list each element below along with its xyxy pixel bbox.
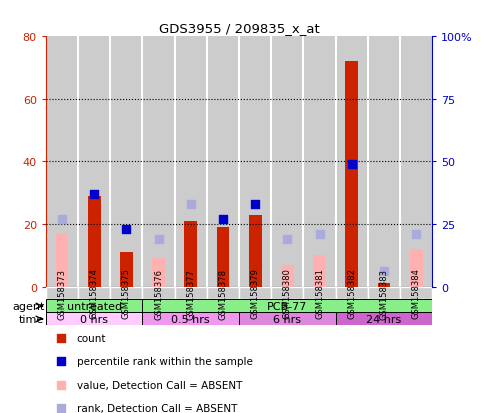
Text: 0.5 hrs: 0.5 hrs (171, 314, 210, 324)
Bar (281, 265, 294, 287)
Text: 6 hrs: 6 hrs (273, 314, 301, 324)
Bar (249, 215, 262, 287)
Text: GSM158375: GSM158375 (122, 268, 131, 319)
Bar (142, 37, 175, 287)
Bar (239, 313, 336, 326)
Text: GSM158374: GSM158374 (90, 268, 99, 319)
Bar (78, 287, 110, 300)
Point (58, 216, 66, 223)
Bar (175, 287, 207, 300)
Text: GSM158384: GSM158384 (412, 268, 421, 319)
Text: value, Detection Call = ABSENT: value, Detection Call = ABSENT (77, 380, 242, 390)
Point (348, 161, 355, 168)
Bar (142, 287, 175, 300)
Text: GSM158377: GSM158377 (186, 268, 195, 319)
Title: GDS3955 / 209835_x_at: GDS3955 / 209835_x_at (159, 21, 319, 35)
Text: GSM158378: GSM158378 (218, 268, 227, 319)
Bar (46, 313, 142, 326)
Bar (400, 287, 432, 300)
Bar (313, 256, 326, 287)
Bar (110, 37, 142, 287)
Text: count: count (77, 333, 106, 343)
Text: 0 hrs: 0 hrs (80, 314, 108, 324)
Bar (216, 228, 229, 287)
Text: 24 hrs: 24 hrs (367, 314, 401, 324)
Point (376, 145, 384, 151)
Text: rank, Detection Call = ABSENT: rank, Detection Call = ABSENT (77, 403, 237, 413)
Bar (336, 313, 432, 326)
Point (123, 226, 130, 233)
Bar (207, 37, 239, 287)
Text: agent: agent (12, 301, 44, 311)
Point (155, 236, 162, 243)
Text: GSM158373: GSM158373 (57, 268, 67, 319)
Point (412, 231, 420, 238)
Bar (345, 62, 358, 287)
Bar (336, 37, 368, 287)
Point (90, 191, 98, 198)
Bar (239, 287, 271, 300)
Bar (207, 287, 239, 300)
Bar (46, 37, 78, 287)
Bar (271, 287, 303, 300)
Bar (378, 284, 390, 287)
Point (219, 216, 227, 223)
Bar (239, 37, 271, 287)
Text: GSM158379: GSM158379 (251, 268, 260, 319)
Bar (110, 287, 142, 300)
Text: GSM158380: GSM158380 (283, 268, 292, 319)
Bar (368, 287, 400, 300)
Bar (185, 221, 197, 287)
Bar (120, 252, 133, 287)
Text: time: time (19, 314, 44, 324)
Bar (46, 300, 142, 313)
Text: GSM158381: GSM158381 (315, 268, 324, 319)
Point (376, 356, 384, 363)
Text: GSM158382: GSM158382 (347, 268, 356, 319)
Bar (303, 287, 336, 300)
Bar (142, 300, 432, 313)
Bar (46, 287, 78, 300)
Point (187, 201, 195, 208)
Point (316, 231, 324, 238)
Bar (336, 287, 368, 300)
Bar (56, 234, 69, 287)
Bar (175, 37, 207, 287)
Text: untreated: untreated (67, 301, 122, 311)
Text: percentile rank within the sample: percentile rank within the sample (77, 356, 253, 366)
Point (284, 236, 291, 243)
Bar (271, 37, 303, 287)
Bar (400, 37, 432, 287)
Text: GSM158376: GSM158376 (154, 268, 163, 319)
Bar (303, 37, 336, 287)
Point (251, 201, 259, 208)
Bar (88, 196, 100, 287)
Bar (368, 37, 400, 287)
Text: PCB-77: PCB-77 (267, 301, 308, 311)
Bar (142, 313, 239, 326)
Bar (78, 37, 110, 287)
Bar (410, 249, 423, 287)
Point (380, 268, 388, 275)
Text: GSM158383: GSM158383 (380, 268, 388, 319)
Bar (152, 259, 165, 287)
